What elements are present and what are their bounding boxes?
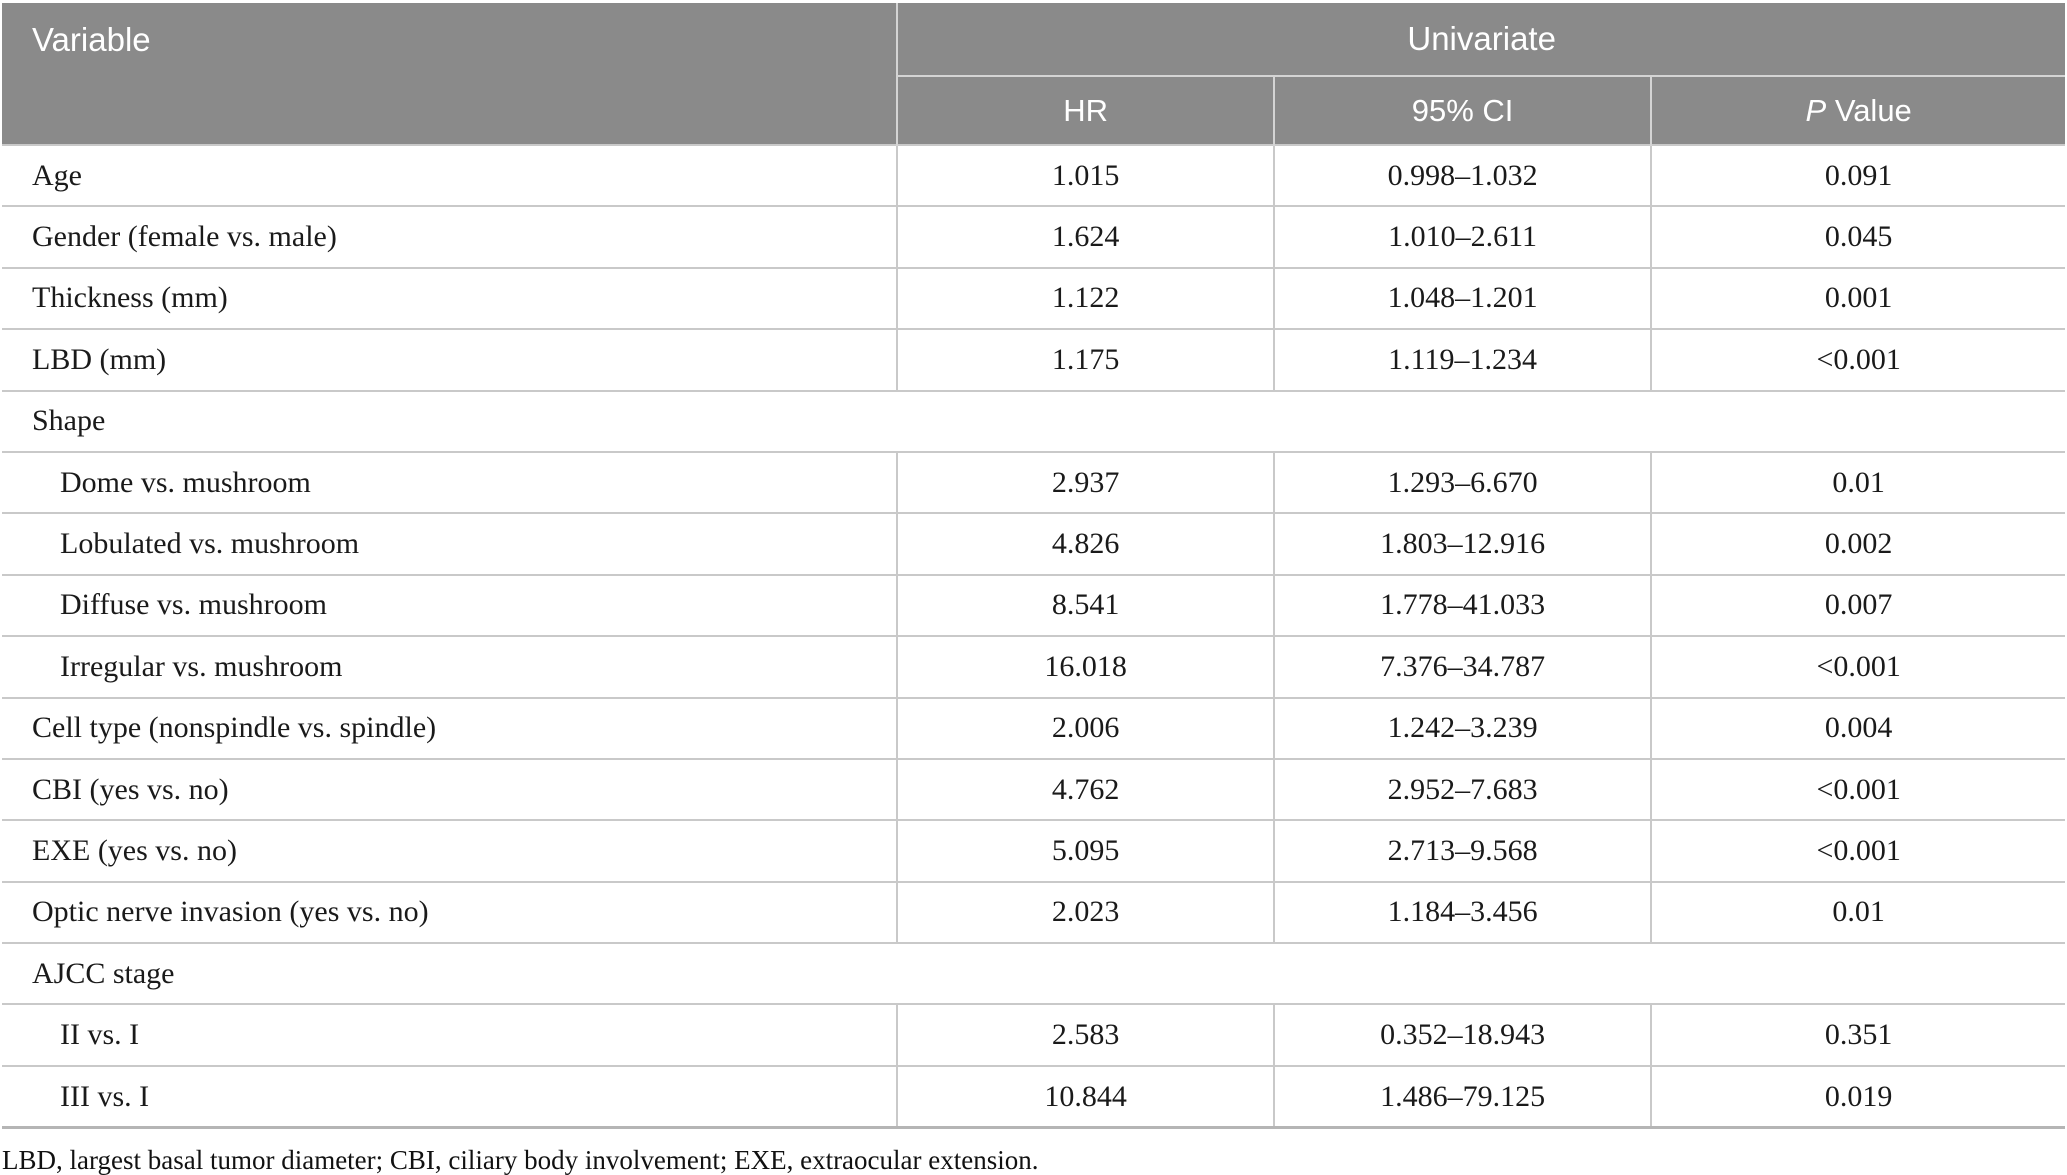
column-header-hr: HR xyxy=(897,75,1274,145)
ci-cell: 1.486–79.125 xyxy=(1272,1064,1652,1130)
table-group-row-shape: Shape xyxy=(2,389,2065,452)
table-row-dome: Dome vs. mushroom 2.937 1.293–6.670 0.01 xyxy=(2,450,2065,514)
hr-cell: 4.762 xyxy=(896,757,1274,821)
variable-cell: LBD (mm) xyxy=(2,328,898,391)
variable-cell: Thickness (mm) xyxy=(2,266,898,330)
table-group-row-ajcc: AJCC stage xyxy=(2,942,2065,1005)
variable-cell: Lobulated vs. mushroom xyxy=(2,512,898,575)
column-header-variable: Variable xyxy=(2,3,899,145)
table-row-diffuse: Diffuse vs. mushroom 8.541 1.778–41.033 … xyxy=(2,573,2065,637)
variable-cell: CBI (yes vs. no) xyxy=(2,757,898,821)
pvalue-cell: 0.045 xyxy=(1650,205,2065,268)
variable-cell: EXE (yes vs. no) xyxy=(2,819,898,882)
pvalue-cell: 0.001 xyxy=(1650,266,2065,330)
ci-cell: 1.119–1.234 xyxy=(1272,328,1652,391)
hr-cell: 1.122 xyxy=(896,266,1274,330)
hr-cell: 4.826 xyxy=(896,512,1274,575)
hr-cell: 2.583 xyxy=(896,1003,1274,1066)
hr-cell: 1.624 xyxy=(896,205,1274,268)
ci-cell: 7.376–34.787 xyxy=(1272,635,1652,698)
table-header: Variable Univariate HR 95% CI P Value xyxy=(2,3,2065,145)
ci-cell: 1.242–3.239 xyxy=(1272,696,1652,759)
variable-cell: Gender (female vs. male) xyxy=(2,205,898,268)
table-row-stage2: II vs. I 2.583 0.352–18.943 0.351 xyxy=(2,1003,2065,1066)
table-row-cbi: CBI (yes vs. no) 4.762 2.952–7.683 <0.00… xyxy=(2,757,2065,821)
table-row-lbd: LBD (mm) 1.175 1.119–1.234 <0.001 xyxy=(2,328,2065,391)
pvalue-cell: 0.007 xyxy=(1650,573,2065,637)
table-row-age: Age 1.015 0.998–1.032 0.091 xyxy=(2,143,2065,207)
pvalue-cell: 0.091 xyxy=(1650,143,2065,207)
column-header-pvalue: P Value xyxy=(1650,75,2065,145)
hr-cell: 5.095 xyxy=(896,819,1274,882)
univariate-table: Variable Univariate HR 95% CI P Value Ag… xyxy=(2,3,2065,1130)
pvalue-cell: <0.001 xyxy=(1650,757,2065,821)
group-header-cell: Shape xyxy=(2,389,2065,452)
hr-cell: 1.175 xyxy=(896,328,1274,391)
hr-cell: 16.018 xyxy=(896,635,1274,698)
group-header-cell: AJCC stage xyxy=(2,942,2065,1005)
table-row-gender: Gender (female vs. male) 1.624 1.010–2.6… xyxy=(2,205,2065,268)
table-row-thickness: Thickness (mm) 1.122 1.048–1.201 0.001 xyxy=(2,266,2065,330)
ci-cell: 2.952–7.683 xyxy=(1272,757,1652,821)
hr-cell: 2.006 xyxy=(896,696,1274,759)
variable-cell: Optic nerve invasion (yes vs. no) xyxy=(2,880,898,944)
table-footnote: LBD, largest basal tumor diameter; CBI, … xyxy=(2,1145,1039,1175)
pvalue-cell: 0.019 xyxy=(1650,1064,2065,1130)
ci-cell: 1.048–1.201 xyxy=(1272,266,1652,330)
hr-cell: 1.015 xyxy=(896,143,1274,207)
table-row-exe: EXE (yes vs. no) 5.095 2.713–9.568 <0.00… xyxy=(2,819,2065,882)
header-row-sub: HR 95% CI P Value xyxy=(2,75,2065,145)
pvalue-cell: <0.001 xyxy=(1650,635,2065,698)
hr-cell: 10.844 xyxy=(896,1064,1274,1130)
pvalue-italic-p: P xyxy=(1805,92,1827,128)
ci-cell: 0.352–18.943 xyxy=(1272,1003,1652,1066)
table-row-optic-nerve: Optic nerve invasion (yes vs. no) 2.023 … xyxy=(2,880,2065,944)
ci-cell: 1.778–41.033 xyxy=(1272,573,1652,637)
pvalue-cell: 0.01 xyxy=(1650,880,2065,944)
pvalue-label-rest: Value xyxy=(1826,92,1912,128)
ci-cell: 1.803–12.916 xyxy=(1272,512,1652,575)
variable-cell: Cell type (nonspindle vs. spindle) xyxy=(2,696,898,759)
table-row-stage3: III vs. I 10.844 1.486–79.125 0.019 xyxy=(2,1064,2065,1130)
variable-cell: Age xyxy=(2,143,898,207)
pvalue-cell: 0.01 xyxy=(1650,450,2065,514)
column-header-ci: 95% CI xyxy=(1272,75,1652,145)
table-row-cell-type: Cell type (nonspindle vs. spindle) 2.006… xyxy=(2,696,2065,759)
variable-cell: III vs. I xyxy=(2,1064,898,1130)
table-body: Age 1.015 0.998–1.032 0.091 Gender (fema… xyxy=(2,143,2065,1130)
ci-cell: 2.713–9.568 xyxy=(1272,819,1652,882)
hr-cell: 2.937 xyxy=(896,450,1274,514)
pvalue-cell: 0.004 xyxy=(1650,696,2065,759)
pvalue-cell: <0.001 xyxy=(1650,819,2065,882)
variable-cell: Irregular vs. mushroom xyxy=(2,635,898,698)
pvalue-cell: 0.351 xyxy=(1650,1003,2065,1066)
pvalue-cell: <0.001 xyxy=(1650,328,2065,391)
pvalue-cell: 0.002 xyxy=(1650,512,2065,575)
hr-cell: 2.023 xyxy=(896,880,1274,944)
variable-cell: II vs. I xyxy=(2,1003,898,1066)
variable-cell: Diffuse vs. mushroom xyxy=(2,573,898,637)
column-group-header-univariate: Univariate xyxy=(897,3,2065,76)
table-row-irregular: Irregular vs. mushroom 16.018 7.376–34.7… xyxy=(2,635,2065,698)
hr-cell: 8.541 xyxy=(896,573,1274,637)
ci-cell: 0.998–1.032 xyxy=(1272,143,1652,207)
ci-cell: 1.184–3.456 xyxy=(1272,880,1652,944)
ci-cell: 1.010–2.611 xyxy=(1272,205,1652,268)
header-row-group: Variable Univariate xyxy=(2,3,2065,145)
variable-cell: Dome vs. mushroom xyxy=(2,450,898,514)
table-row-lobulated: Lobulated vs. mushroom 4.826 1.803–12.91… xyxy=(2,512,2065,575)
ci-cell: 1.293–6.670 xyxy=(1272,450,1652,514)
